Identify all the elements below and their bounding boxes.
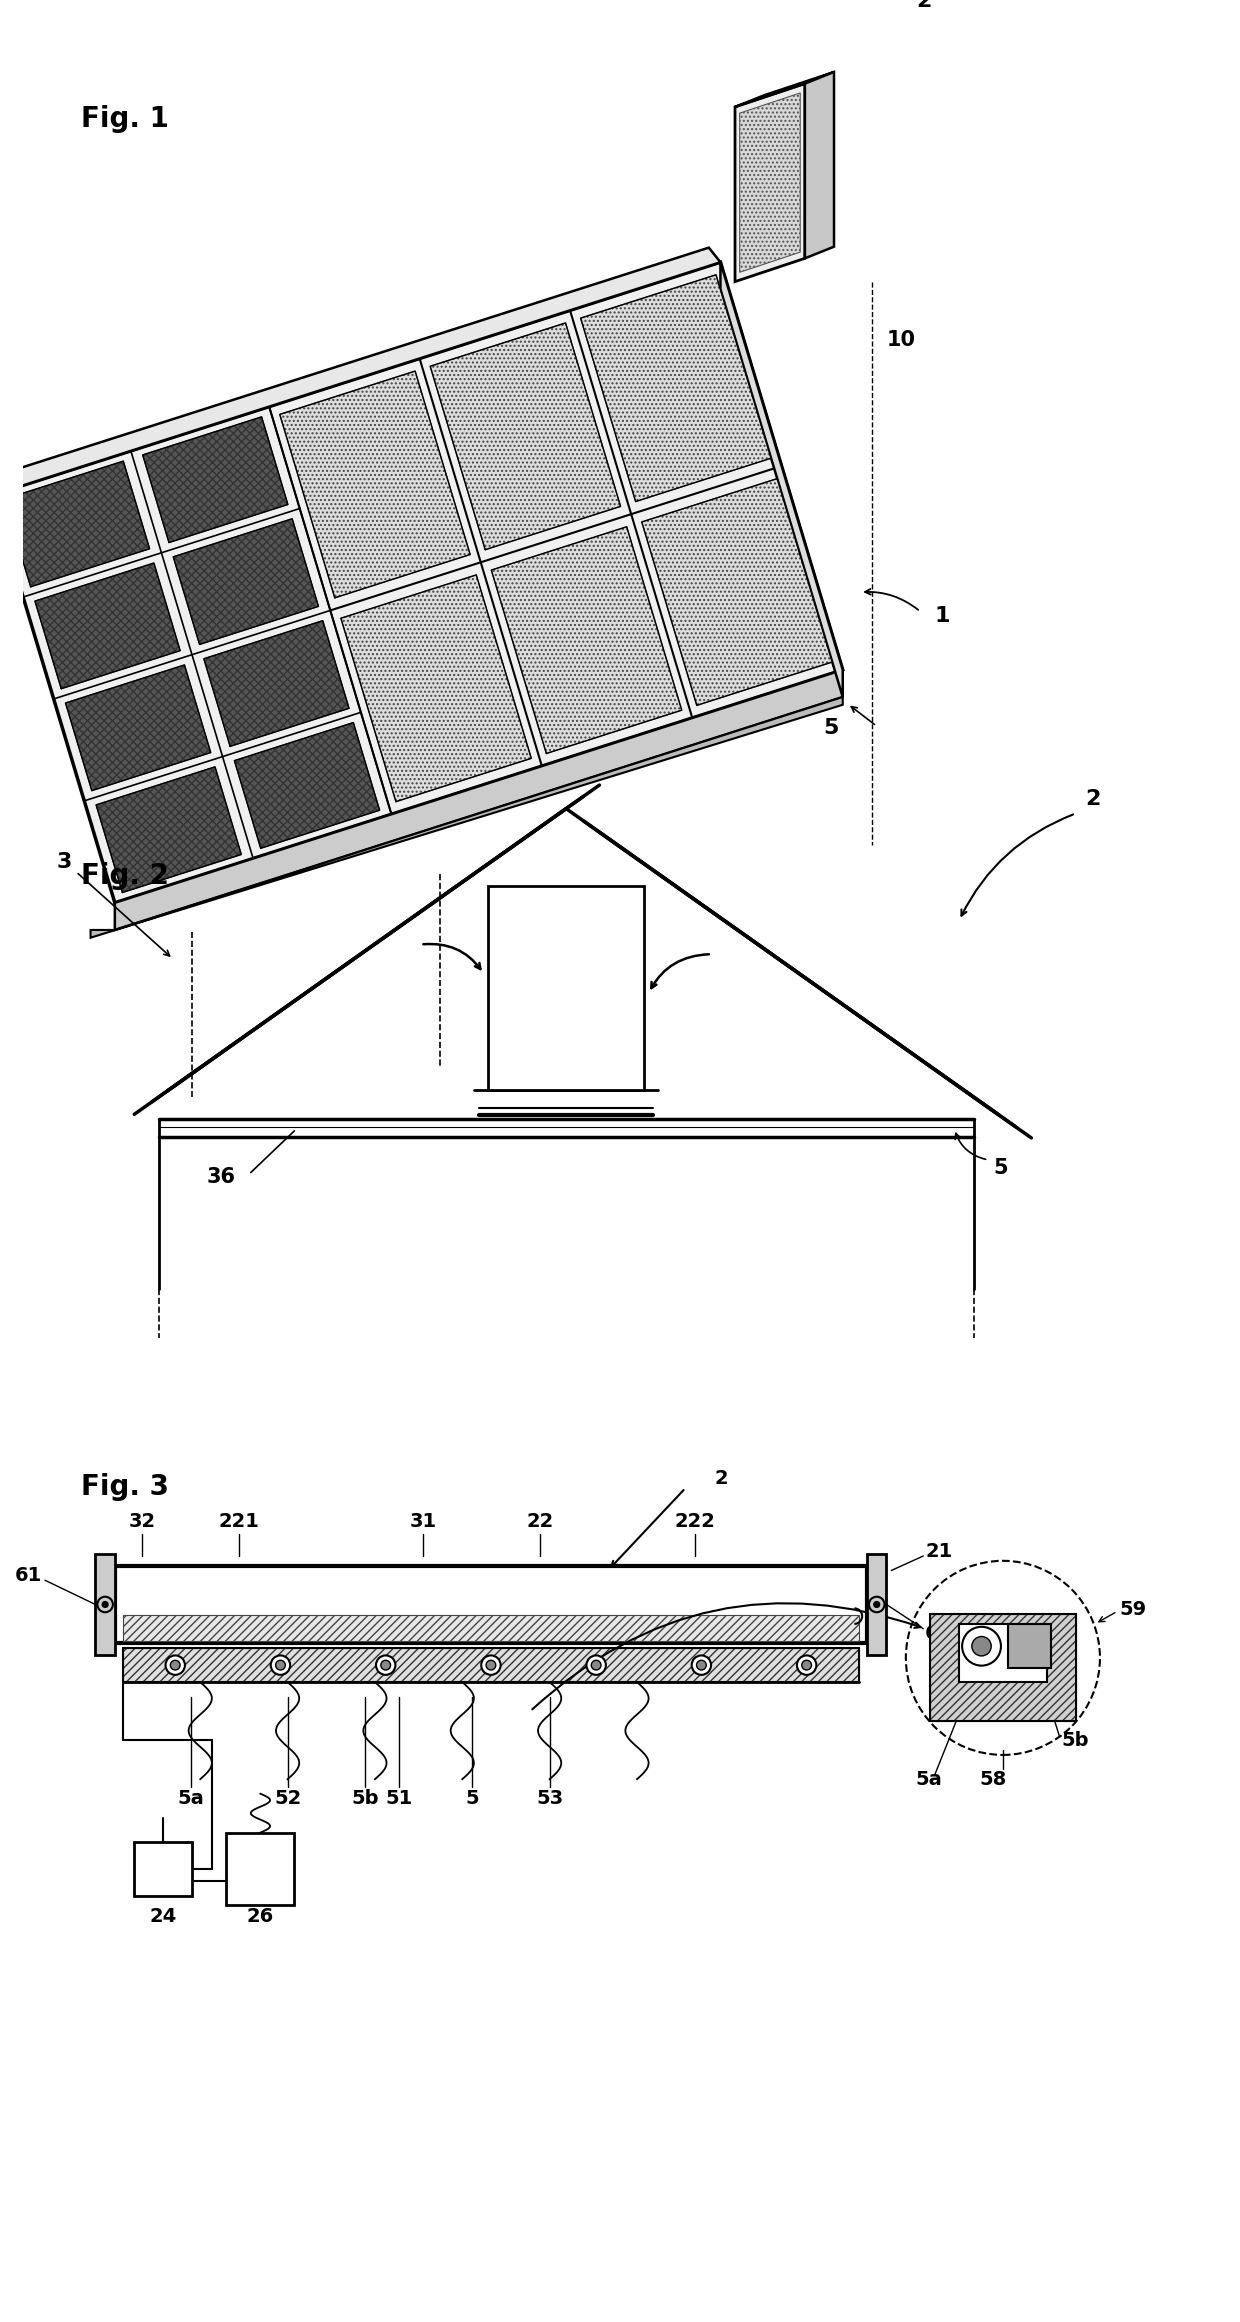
Polygon shape: [35, 562, 180, 690]
Circle shape: [972, 1637, 991, 1656]
Polygon shape: [341, 576, 531, 801]
Circle shape: [587, 1656, 606, 1674]
Text: 5: 5: [465, 1788, 479, 1809]
Text: 5a: 5a: [177, 1788, 203, 1809]
Polygon shape: [0, 248, 720, 495]
Circle shape: [170, 1660, 180, 1670]
Polygon shape: [491, 527, 682, 755]
Circle shape: [962, 1628, 1001, 1665]
Polygon shape: [0, 262, 843, 903]
Polygon shape: [642, 478, 832, 706]
Polygon shape: [95, 766, 242, 892]
Text: 5b: 5b: [351, 1788, 379, 1809]
Polygon shape: [280, 372, 470, 597]
FancyBboxPatch shape: [489, 887, 644, 1089]
Text: 2: 2: [1085, 789, 1101, 808]
Polygon shape: [143, 418, 288, 543]
Polygon shape: [580, 274, 771, 502]
Circle shape: [270, 1656, 290, 1674]
Circle shape: [692, 1656, 711, 1674]
Text: 58: 58: [980, 1769, 1007, 1788]
Text: Fig. 1: Fig. 1: [81, 104, 169, 132]
Circle shape: [102, 1602, 108, 1607]
Polygon shape: [740, 93, 800, 272]
Text: 52: 52: [274, 1788, 301, 1809]
Circle shape: [797, 1656, 816, 1674]
Text: 1: 1: [935, 606, 950, 627]
Polygon shape: [123, 1649, 859, 1681]
Bar: [1008, 1623, 1052, 1667]
Bar: [134, 1841, 192, 1895]
Circle shape: [802, 1660, 811, 1670]
Text: 2: 2: [714, 1470, 728, 1488]
Bar: [123, 1649, 859, 1681]
Bar: [867, 1553, 887, 1656]
Circle shape: [697, 1660, 707, 1670]
Text: 222: 222: [675, 1512, 715, 1533]
Polygon shape: [234, 722, 379, 848]
Text: 5: 5: [823, 717, 838, 738]
Text: 36: 36: [207, 1168, 236, 1187]
Text: 2: 2: [916, 0, 932, 12]
Text: 3: 3: [57, 852, 72, 873]
Polygon shape: [720, 262, 843, 697]
Polygon shape: [430, 323, 620, 550]
Polygon shape: [735, 72, 835, 107]
Polygon shape: [930, 1614, 1075, 1721]
Text: 5b: 5b: [1061, 1730, 1089, 1751]
Text: 62: 62: [925, 1623, 952, 1644]
Polygon shape: [203, 620, 348, 745]
Text: 24: 24: [150, 1906, 177, 1927]
Text: 59: 59: [1120, 1600, 1147, 1618]
Circle shape: [481, 1656, 501, 1674]
Polygon shape: [91, 697, 843, 938]
Bar: [115, 1565, 867, 1644]
Text: 22: 22: [526, 1512, 553, 1533]
Circle shape: [486, 1660, 496, 1670]
Text: 5a: 5a: [915, 1769, 942, 1788]
Polygon shape: [66, 664, 211, 789]
Polygon shape: [805, 72, 835, 258]
Text: 5: 5: [993, 1159, 1008, 1177]
Circle shape: [591, 1660, 601, 1670]
Text: 51: 51: [386, 1788, 413, 1809]
Text: 53: 53: [536, 1788, 563, 1809]
Polygon shape: [115, 669, 843, 929]
Bar: [95, 1553, 115, 1656]
Text: 31: 31: [410, 1512, 436, 1533]
Polygon shape: [123, 1616, 859, 1642]
Circle shape: [275, 1660, 285, 1670]
Text: 10: 10: [887, 330, 915, 351]
Text: 26: 26: [247, 1906, 274, 1927]
Circle shape: [165, 1656, 185, 1674]
Circle shape: [381, 1660, 391, 1670]
Circle shape: [874, 1602, 879, 1607]
Polygon shape: [5, 462, 150, 587]
Bar: [960, 1623, 1047, 1681]
Text: Fig. 3: Fig. 3: [81, 1474, 169, 1502]
Polygon shape: [735, 84, 805, 281]
Polygon shape: [174, 518, 319, 646]
Text: 61: 61: [15, 1565, 42, 1586]
Text: 32: 32: [129, 1512, 155, 1533]
Circle shape: [376, 1656, 396, 1674]
Bar: [930, 1614, 1075, 1721]
Text: Fig. 2: Fig. 2: [81, 861, 169, 889]
Bar: [227, 1832, 294, 1906]
Text: 21: 21: [925, 1542, 952, 1560]
Text: 221: 221: [218, 1512, 259, 1533]
